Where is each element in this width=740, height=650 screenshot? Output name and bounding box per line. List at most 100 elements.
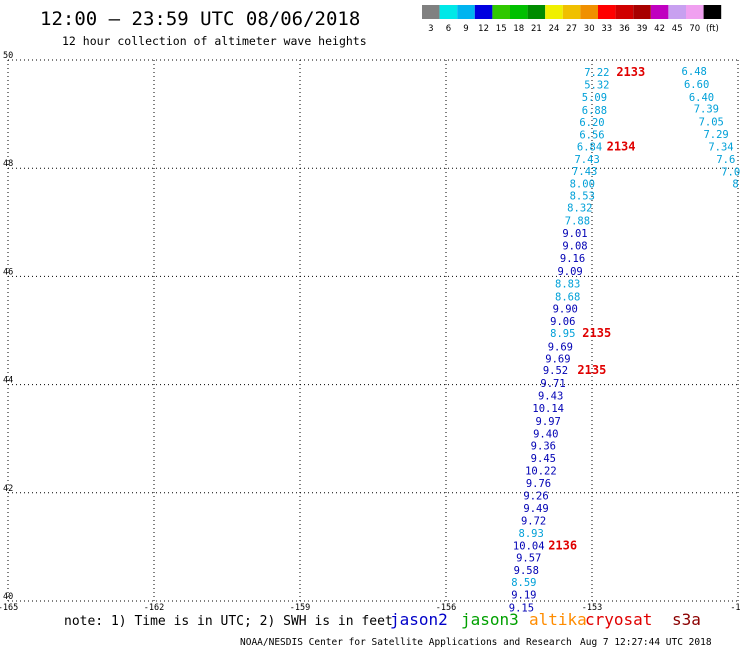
wave-height-value: 10.04 (513, 540, 545, 552)
y-tick-label: 44 (3, 376, 13, 386)
wave-height-value: 6.40 (689, 92, 714, 104)
wave-height-value: 10.22 (525, 466, 557, 478)
wave-height-value: 9.76 (526, 478, 551, 490)
scale-swatch (615, 5, 634, 19)
scale-swatch (650, 5, 669, 19)
pass-label: 2135 (582, 326, 611, 340)
color-scale-legend: 3 6 9 12 15 18 21 24 27 30 33 36 39 42 45 70 (ft) (422, 5, 722, 34)
scale-swatch (633, 5, 651, 19)
pass-label: 2134 (607, 140, 636, 154)
scale-label: 33 (601, 24, 612, 34)
credit-line: NOAA/NESDIS Center for Satellite Applica… (240, 637, 572, 648)
scale-swatch (580, 5, 598, 19)
wave-height-value: 9.57 (516, 553, 541, 565)
x-tick-label: -159 (290, 603, 310, 613)
wave-height-value: 7.34 (708, 142, 733, 154)
scale-swatch (703, 5, 722, 19)
wave-height-value: 6.20 (579, 117, 604, 129)
wave-height-value: 9.19 (511, 590, 536, 602)
wave-height-value: 9.58 (514, 565, 539, 577)
wave-height-value: 8.83 (555, 278, 580, 290)
wave-height-value: 7.29 (703, 129, 728, 141)
scale-swatch (686, 5, 704, 19)
wave-height-value: 9.36 (531, 441, 556, 453)
scale-label: 24 (549, 24, 560, 34)
wave-height-value: 9.01 (562, 228, 587, 240)
wave-height-value: 9.90 (553, 303, 578, 315)
scale-swatch (492, 5, 510, 19)
wave-height-value: 8 (732, 178, 738, 190)
wave-height-value: 5.32 (584, 79, 609, 91)
wave-height-value: 9.69 (545, 354, 570, 366)
scale-label: 27 (566, 24, 577, 34)
pass-number-labels: 2133 2134 2135 2135 2136 (548, 65, 645, 552)
satellite-name: jason3 (461, 610, 519, 629)
wave-height-value: 5.09 (582, 92, 607, 104)
wave-height-value: 7.88 (565, 216, 590, 228)
wave-height-points: 7.225.325.096.886.206.566.847.437.438.00… (509, 66, 740, 615)
wave-height-value: 7.43 (572, 166, 597, 178)
scale-label: 12 (478, 24, 489, 34)
scale-label: 6 (446, 24, 451, 34)
wave-height-value: 8.53 (570, 190, 595, 202)
pass-label: 2133 (616, 65, 645, 79)
wave-height-value: 6.60 (684, 79, 709, 91)
y-tick-label: 46 (3, 267, 13, 277)
scale-label: 30 (584, 24, 595, 34)
satellite-name: altika (529, 610, 587, 629)
y-axis-ticks: 40 42 44 46 48 50 (3, 51, 13, 602)
wave-height-value: 9.49 (523, 503, 548, 515)
chart-title: 12:00 – 23:59 UTC 08/06/2018 (40, 8, 360, 30)
wave-height-value: 7.6 (716, 154, 735, 166)
y-tick-label: 48 (3, 159, 13, 169)
scale-label: (ft) (706, 24, 719, 34)
scale-label: 21 (531, 24, 542, 34)
scale-swatch (439, 5, 458, 19)
wave-height-value: 9.06 (550, 316, 575, 328)
scale-label: 42 (654, 24, 665, 34)
scale-label: 70 (689, 24, 700, 34)
x-tick-label: -165 (0, 603, 18, 613)
wave-height-value: 8.93 (519, 528, 544, 540)
pass-label: 2135 (577, 363, 606, 377)
x-tick-label: -153 (582, 603, 602, 613)
scale-label: 15 (496, 24, 507, 34)
wave-height-value: 9.45 (531, 453, 556, 465)
wave-height-value: 9.72 (521, 515, 546, 527)
wave-height-value: 9.16 (560, 253, 585, 265)
wave-height-value: 6.48 (682, 66, 707, 78)
y-tick-label: 40 (3, 592, 13, 602)
scale-label: 9 (463, 24, 468, 34)
wave-height-value: 8.00 (570, 178, 595, 190)
scale-swatch (545, 5, 563, 19)
timestamp: Aug 7 12:27:44 UTC 2018 (580, 637, 712, 648)
wave-height-value: 7.05 (699, 117, 724, 129)
scale-label: 36 (619, 24, 630, 34)
wave-height-value: 7.43 (574, 154, 599, 166)
scale-swatch (562, 5, 581, 19)
wave-height-value: 9.71 (540, 378, 565, 390)
wave-height-value: 7.22 (584, 67, 609, 79)
wave-height-value: 9.52 (543, 365, 568, 377)
satellite-name: s3a (672, 610, 701, 629)
scale-swatch (527, 5, 546, 19)
scale-swatch (598, 5, 616, 19)
scale-label: 45 (672, 24, 683, 34)
y-tick-label: 50 (3, 51, 13, 61)
wave-height-value: 9.15 (509, 602, 534, 614)
pass-label: 2136 (548, 538, 577, 552)
wave-height-value: 7.39 (694, 104, 719, 116)
wave-height-value: 9.08 (562, 241, 587, 253)
scale-swatch (510, 5, 528, 19)
x-tick-label: -15 (730, 603, 740, 613)
wave-height-value: 6.84 (577, 142, 602, 154)
wave-height-value: 6.88 (582, 105, 607, 117)
x-axis-ticks: -165 -162 -159 -156 -153 -15 (0, 603, 740, 613)
x-tick-label: -162 (144, 603, 164, 613)
scale-label: 39 (637, 24, 648, 34)
wave-height-value: 6.56 (579, 130, 604, 142)
y-tick-label: 42 (3, 484, 13, 494)
grid-lines (7, 59, 739, 602)
wave-height-value: 9.43 (538, 390, 563, 402)
wave-height-value: 9.69 (548, 342, 573, 354)
